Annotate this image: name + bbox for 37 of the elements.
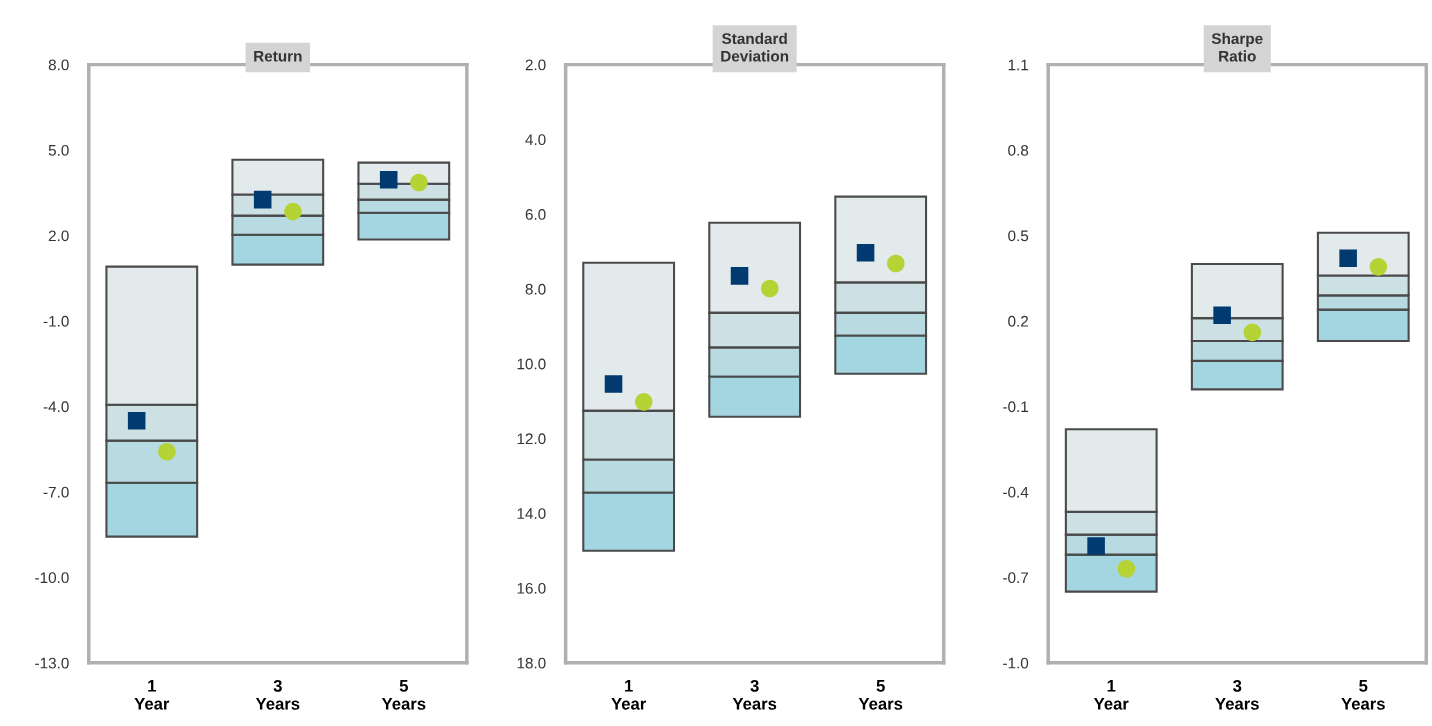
x-tick-label: 3 Years bbox=[1215, 679, 1259, 710]
y-tick-label: 1.1 bbox=[1008, 59, 1029, 71]
x-tick-label: 5 Years bbox=[381, 680, 426, 710]
y-tick-label: 6.0 bbox=[525, 209, 546, 220]
y-tick-label: 2.0 bbox=[48, 230, 69, 242]
y-tick-label: 0.8 bbox=[1008, 144, 1029, 156]
y-tick-label: 0.5 bbox=[1008, 230, 1029, 242]
x-tick-label: 1 Year bbox=[1093, 680, 1129, 710]
chart-title: Standard Deviation bbox=[721, 32, 789, 62]
x-tick-label: 5 Years bbox=[858, 680, 903, 710]
y-tick-label: 8.0 bbox=[48, 59, 69, 71]
y-tick-label: 5.0 bbox=[48, 144, 69, 156]
y-tick-label: 4.0 bbox=[525, 134, 546, 146]
y-tick-label: 8.0 bbox=[525, 283, 546, 295]
y-tick-label: 12.0 bbox=[517, 433, 546, 445]
y-tick-label: 0.2 bbox=[1008, 315, 1029, 327]
y-tick-label: -1.0 bbox=[1003, 657, 1029, 669]
chart-title: Return bbox=[254, 50, 302, 62]
y-tick-label: -10.0 bbox=[35, 572, 69, 584]
y-tick-label: -0.1 bbox=[1003, 401, 1029, 413]
y-tick-label: -1.0 bbox=[43, 315, 69, 327]
x-tick-label: 5 Years bbox=[1341, 680, 1385, 710]
x-tick-label: 3 Years bbox=[732, 679, 777, 710]
y-tick-label: -0.7 bbox=[1003, 572, 1029, 584]
y-tick-label: 2.0 bbox=[525, 59, 546, 71]
chart-title: Sharpe Ratio bbox=[1211, 32, 1263, 62]
y-tick-label: 10.0 bbox=[517, 358, 546, 370]
y-tick-label: -7.0 bbox=[43, 486, 69, 498]
y-tick-label: 18.0 bbox=[517, 657, 546, 669]
y-tick-label: -0.4 bbox=[1003, 486, 1029, 498]
y-tick-label: -13.0 bbox=[35, 657, 69, 669]
x-tick-label: 1 Year bbox=[134, 680, 170, 710]
x-tick-label: 1 Year bbox=[611, 680, 647, 710]
x-tick-label: 3 Years bbox=[255, 679, 300, 710]
y-tick-label: 16.0 bbox=[517, 582, 546, 594]
y-tick-label: 14.0 bbox=[517, 508, 546, 519]
y-tick-label: -4.0 bbox=[43, 401, 69, 413]
